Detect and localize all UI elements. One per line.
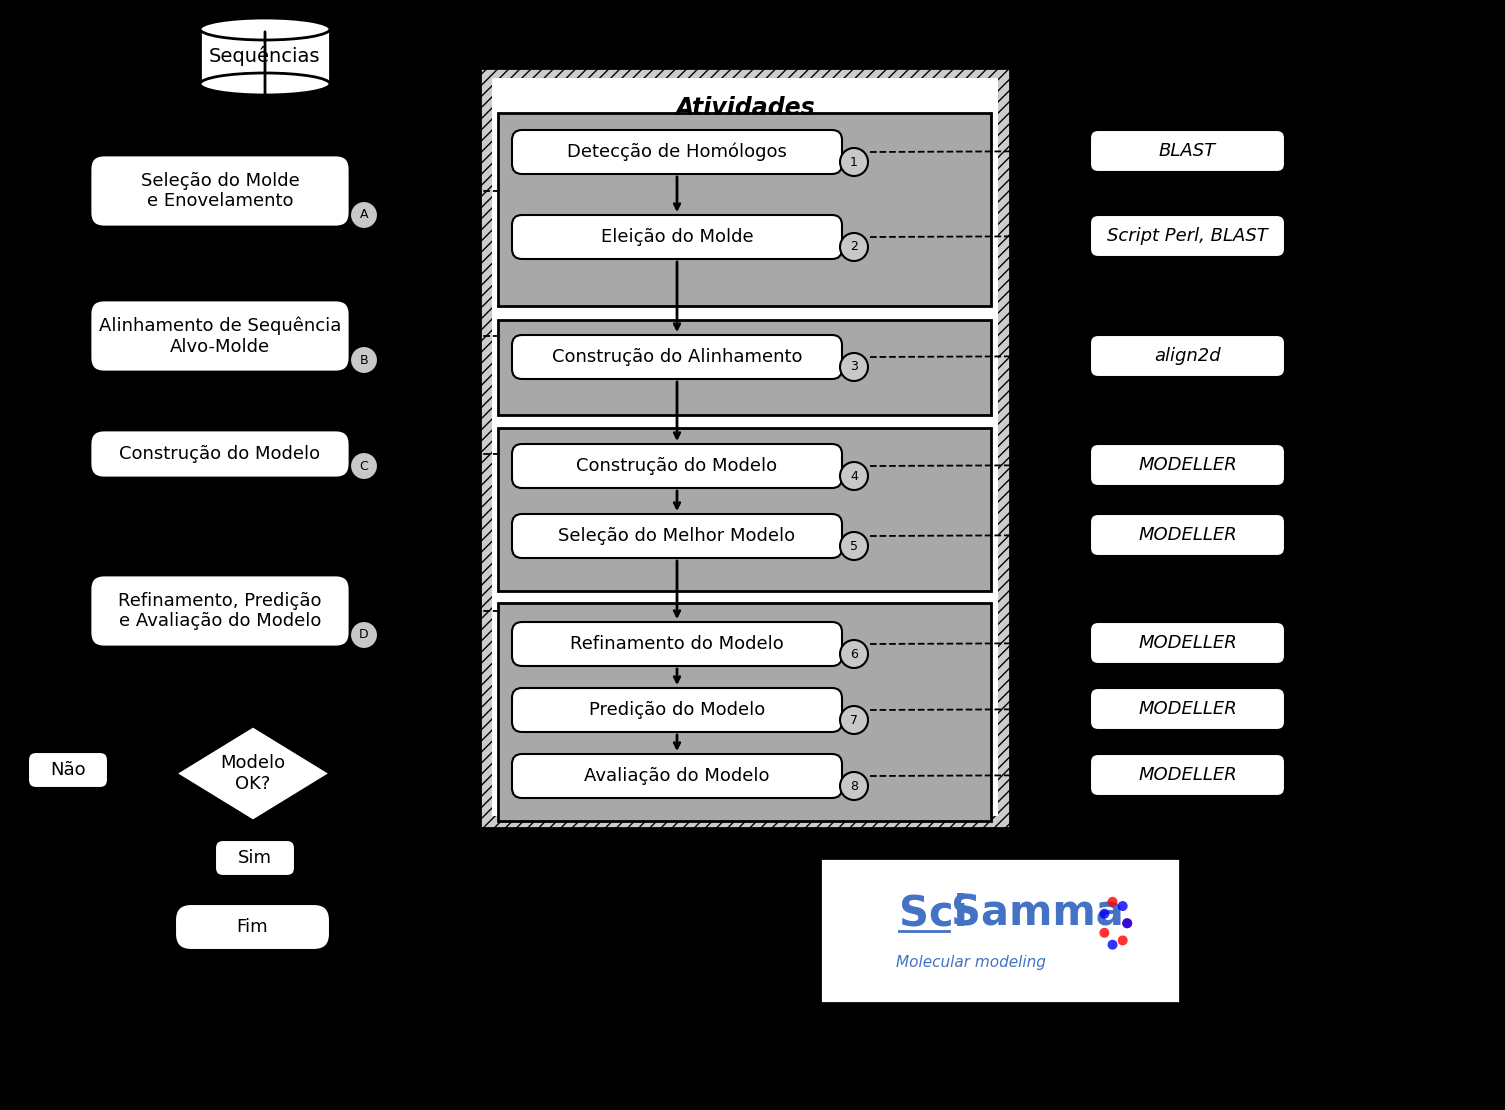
Text: A: A	[360, 209, 369, 222]
FancyBboxPatch shape	[512, 335, 841, 379]
FancyBboxPatch shape	[1090, 335, 1285, 377]
Bar	[480, 68, 1010, 828]
FancyBboxPatch shape	[512, 754, 841, 798]
Bar	[820, 858, 1180, 1003]
Circle shape	[840, 233, 868, 261]
FancyBboxPatch shape	[1090, 130, 1285, 172]
FancyBboxPatch shape	[512, 444, 841, 488]
FancyBboxPatch shape	[90, 430, 351, 478]
Circle shape	[1123, 918, 1132, 928]
Polygon shape	[176, 726, 331, 821]
FancyBboxPatch shape	[512, 514, 841, 558]
Text: MODELLER: MODELLER	[1138, 700, 1237, 718]
Ellipse shape	[200, 18, 330, 40]
Circle shape	[351, 620, 378, 649]
Text: Predição do Modelo: Predição do Modelo	[588, 702, 765, 719]
Text: Refinamento do Modelo: Refinamento do Modelo	[570, 635, 784, 653]
FancyBboxPatch shape	[90, 300, 351, 372]
Circle shape	[1123, 918, 1132, 928]
Text: BLAST: BLAST	[1159, 142, 1216, 160]
Text: 4: 4	[850, 470, 858, 483]
Text: C: C	[360, 460, 369, 473]
FancyBboxPatch shape	[29, 751, 108, 788]
Text: Alinhamento de Sequência
Alvo-Molde: Alinhamento de Sequência Alvo-Molde	[99, 316, 342, 355]
Text: Fim: Fim	[236, 918, 268, 936]
Text: 5: 5	[850, 539, 858, 553]
Text: Script Perl, BLAST: Script Perl, BLAST	[1108, 228, 1267, 245]
FancyBboxPatch shape	[512, 622, 841, 666]
Text: Construção do Alinhamento: Construção do Alinhamento	[552, 349, 802, 366]
Text: 3: 3	[850, 361, 858, 373]
Bar	[498, 428, 990, 591]
Circle shape	[840, 462, 868, 490]
Text: MODELLER: MODELLER	[1138, 456, 1237, 474]
Text: Construção do Modelo: Construção do Modelo	[119, 445, 321, 463]
Text: Sim: Sim	[238, 849, 272, 867]
FancyBboxPatch shape	[1090, 754, 1285, 796]
Text: Atividades: Atividades	[676, 95, 814, 120]
Circle shape	[840, 771, 868, 800]
Text: MODELLER: MODELLER	[1138, 526, 1237, 544]
FancyBboxPatch shape	[512, 215, 841, 259]
Text: Detecção de Homólogos: Detecção de Homólogos	[567, 143, 787, 161]
Circle shape	[840, 532, 868, 561]
FancyBboxPatch shape	[512, 130, 841, 174]
Text: Sci: Sci	[898, 892, 968, 935]
Bar	[498, 113, 990, 306]
Text: Avaliação do Modelo: Avaliação do Modelo	[584, 767, 769, 785]
FancyBboxPatch shape	[1090, 514, 1285, 556]
FancyBboxPatch shape	[1090, 215, 1285, 258]
Bar	[200, 29, 330, 84]
Circle shape	[351, 201, 378, 229]
Text: Sequências: Sequências	[209, 47, 321, 67]
Text: B: B	[360, 353, 369, 366]
Text: MODELLER: MODELLER	[1138, 634, 1237, 652]
Text: 7: 7	[850, 714, 858, 727]
FancyBboxPatch shape	[1090, 444, 1285, 486]
Circle shape	[351, 452, 378, 480]
Text: MODELLER: MODELLER	[1138, 766, 1237, 784]
Text: D: D	[360, 628, 369, 642]
Text: 8: 8	[850, 779, 858, 793]
Text: Samma: Samma	[951, 892, 1124, 935]
Circle shape	[1118, 936, 1127, 946]
Circle shape	[1099, 928, 1109, 938]
Text: 2: 2	[850, 241, 858, 253]
FancyBboxPatch shape	[175, 904, 330, 950]
Text: Construção do Modelo: Construção do Modelo	[576, 457, 778, 475]
FancyBboxPatch shape	[1090, 622, 1285, 664]
FancyBboxPatch shape	[1090, 688, 1285, 730]
FancyBboxPatch shape	[90, 575, 351, 647]
Text: align2d: align2d	[1154, 347, 1221, 365]
Circle shape	[1099, 909, 1109, 919]
Bar	[498, 603, 990, 821]
Text: Seleção do Molde
e Enovelamento: Seleção do Molde e Enovelamento	[140, 172, 299, 211]
Text: Modelo
OK?: Modelo OK?	[220, 754, 286, 793]
Circle shape	[840, 706, 868, 734]
FancyBboxPatch shape	[512, 688, 841, 731]
Text: Seleção do Melhor Modelo: Seleção do Melhor Modelo	[558, 527, 796, 545]
Circle shape	[351, 346, 378, 374]
Bar	[498, 320, 990, 415]
Text: 6: 6	[850, 647, 858, 660]
Circle shape	[1118, 901, 1127, 911]
Text: Refinamento, Predição
e Avaliação do Modelo: Refinamento, Predição e Avaliação do Mod…	[119, 592, 322, 630]
Text: Não: Não	[50, 761, 86, 779]
Text: 1: 1	[850, 155, 858, 169]
Text: Eleição do Molde: Eleição do Molde	[600, 228, 754, 246]
Circle shape	[1108, 897, 1118, 907]
Circle shape	[1108, 940, 1118, 950]
FancyBboxPatch shape	[215, 840, 295, 876]
FancyBboxPatch shape	[90, 155, 351, 228]
Bar	[492, 78, 998, 816]
Circle shape	[840, 148, 868, 176]
Ellipse shape	[200, 73, 330, 95]
Text: Molecular modeling: Molecular modeling	[897, 955, 1046, 970]
Circle shape	[840, 353, 868, 381]
Circle shape	[840, 640, 868, 668]
